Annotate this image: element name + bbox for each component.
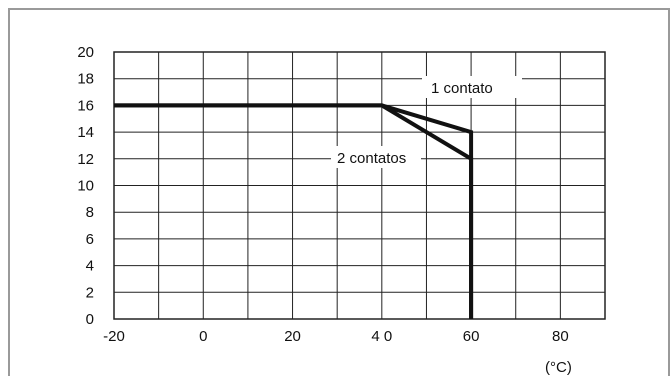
y-tick-label: 0 [86,311,94,328]
grid [113,51,606,320]
y-tick-label: 18 [77,71,94,88]
x-tick-label: 20 [284,328,301,345]
y-tick-label: 8 [86,204,94,221]
y-tick-label: 6 [86,231,94,248]
series-label-2-contatos: 2 contatos [337,150,406,167]
x-tick-label: 80 [552,328,569,345]
y-tick-label: 12 [77,151,94,168]
label-bg-2-contatos [331,146,421,168]
annotations: 1 contato 2 contatos [331,76,522,168]
plot-area-border [113,51,606,320]
x-tick-labels: -20 0 20 4 0 60 80 [103,328,569,345]
series-label-1-contato: 1 contato [431,80,493,97]
x-tick-label: 60 [463,328,480,345]
x-tick-label: 4 0 [371,328,392,345]
chart-frame [8,8,670,376]
y-tick-label: 4 [86,258,94,275]
series-layer [114,103,474,319]
y-tick-label: 2 [86,284,94,301]
series-line-2 [114,103,474,319]
y-tick-label: 14 [77,124,94,141]
label-bg-1-contato [422,76,522,98]
y-tick-label: 16 [77,97,94,114]
y-tick-label: 20 [77,44,94,61]
y-tick-label: 10 [77,178,94,195]
x-tick-label: -20 [103,328,125,345]
x-tick-label: 0 [199,328,207,345]
x-unit-label: (°C) [545,359,572,376]
y-tick-labels: 0 2 4 6 8 10 12 14 16 18 20 [77,44,94,328]
